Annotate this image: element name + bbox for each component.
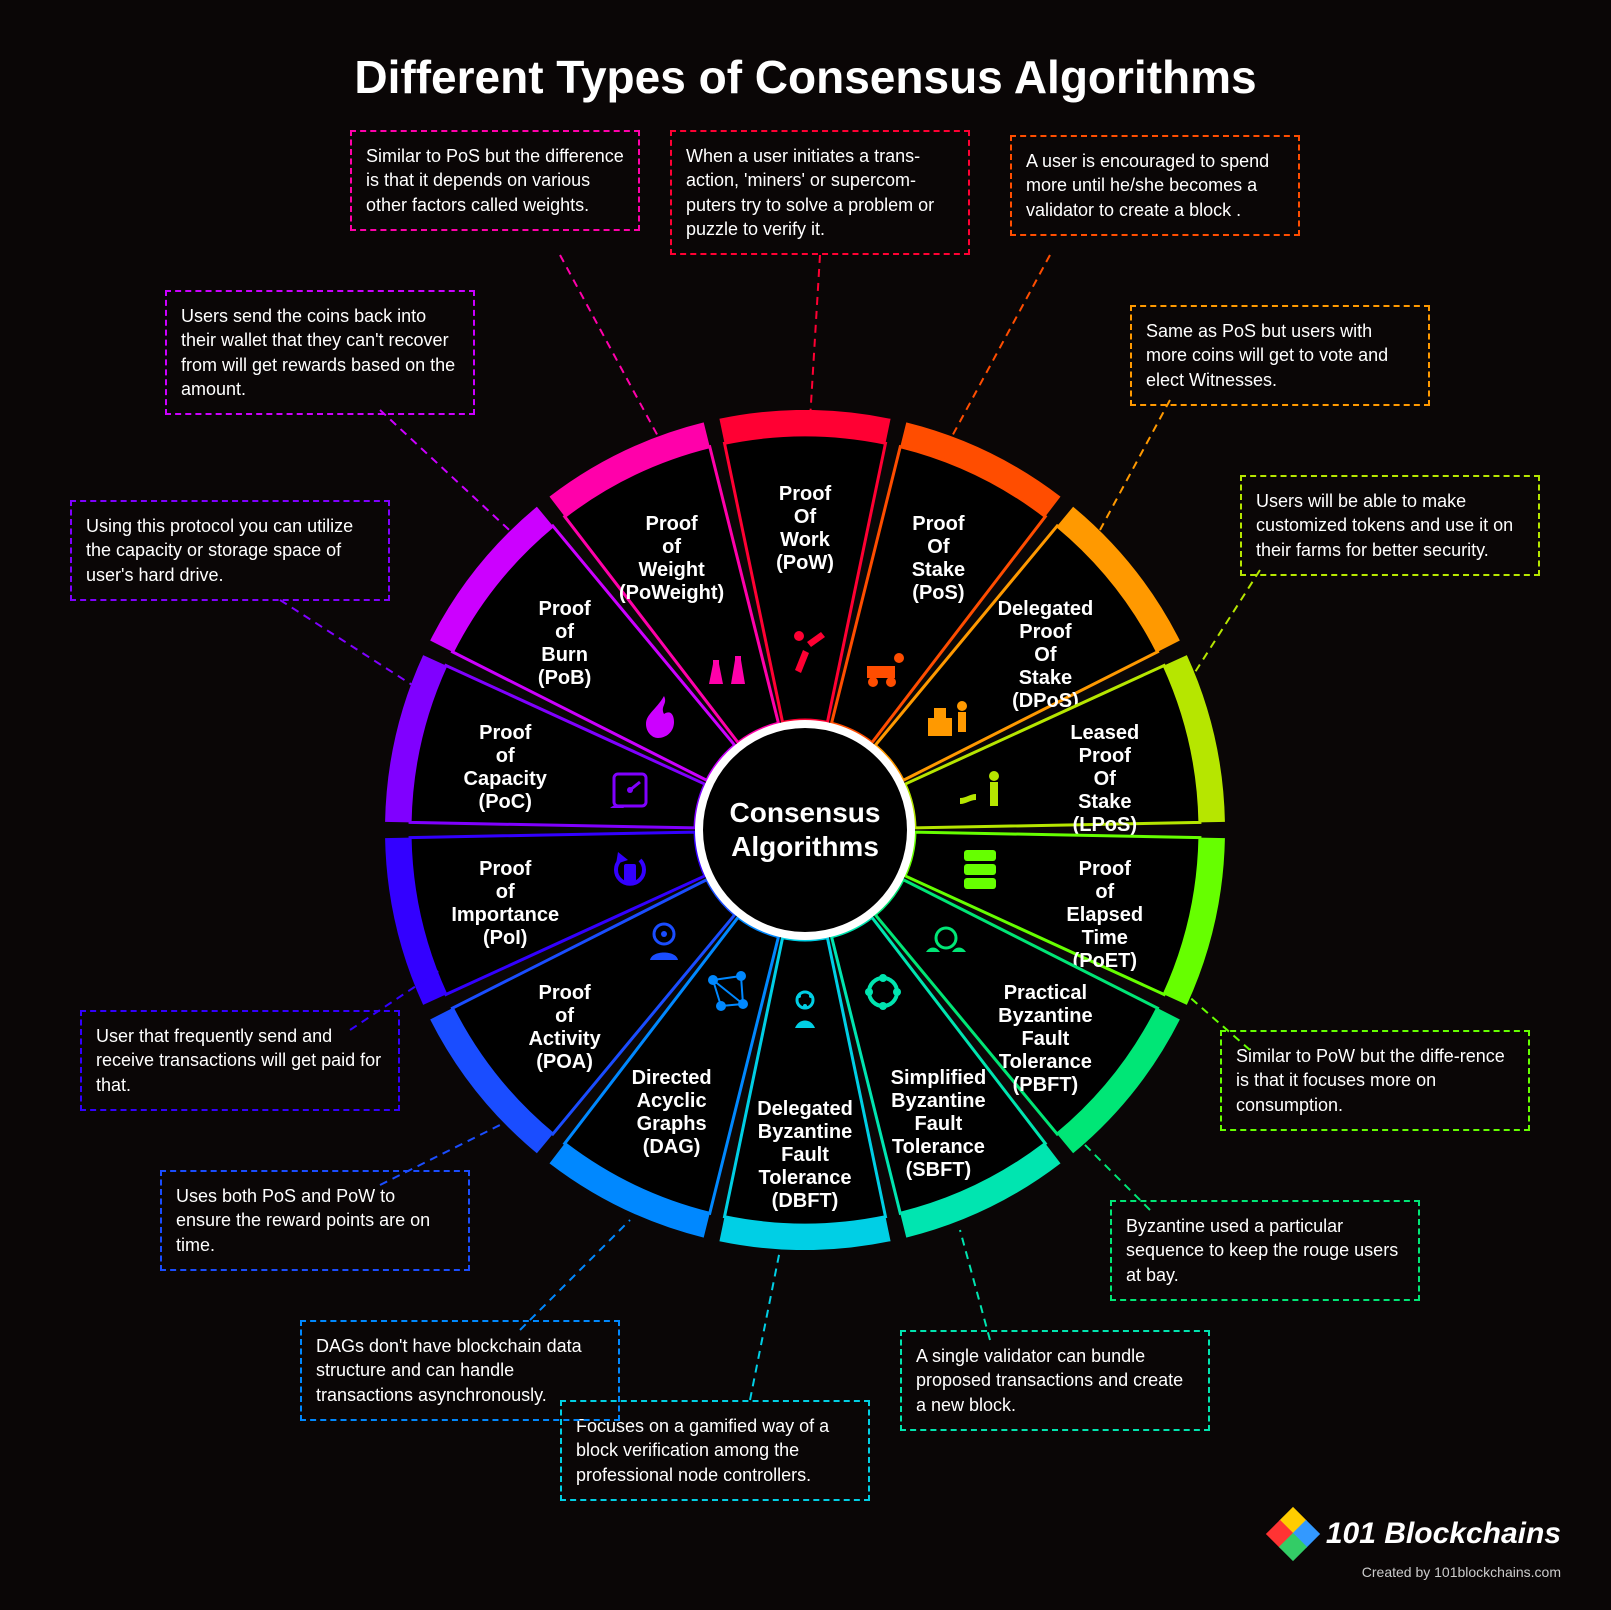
leader-poi (346, 966, 444, 1034)
callout-dpos: Same as PoS but users with more coins wi… (1130, 305, 1430, 406)
leader-dpos (1096, 396, 1174, 534)
leader-pob (376, 406, 524, 544)
leader-dag (516, 1216, 634, 1334)
leader-pow (806, 251, 824, 424)
callout-pob: Users send the coins back into their wal… (165, 290, 475, 415)
leader-poc (276, 596, 424, 694)
leader-sbft (956, 1226, 994, 1344)
footer: 101 Blockchains Created by 101blockchain… (1270, 1511, 1561, 1580)
leader-dbft (746, 1246, 784, 1404)
center-label: Consensus Algorithms (695, 720, 915, 940)
callout-poc: Using this protocol you can utilize the … (70, 500, 390, 601)
footer-cubes-icon (1270, 1511, 1316, 1557)
callout-powt: Similar to PoS but the difference is tha… (350, 130, 640, 231)
callout-poet: Similar to PoW but the diffe-rence is th… (1220, 1030, 1530, 1131)
page-title: Different Types of Consensus Algorithms (0, 50, 1611, 104)
callout-dag: DAGs don't have blockchain data structur… (300, 1320, 620, 1421)
leader-lpos (1186, 566, 1264, 684)
leader-poet (1166, 976, 1254, 1054)
leader-powt (556, 251, 664, 444)
callout-pbft: Byzantine used a particular sequence to … (1110, 1200, 1420, 1301)
leader-pbft (1076, 1136, 1154, 1214)
footer-brand: 101 Blockchains (1326, 1517, 1561, 1551)
callout-sbft: A single validator can bundle proposed t… (900, 1330, 1210, 1431)
leader-pos (946, 251, 1054, 444)
footer-byline: Created by 101blockchains.com (1270, 1564, 1561, 1580)
leader-poa (376, 1116, 514, 1189)
callout-pow: When a user initiates a trans-action, 'm… (670, 130, 970, 255)
callout-pos: A user is encouraged to spend more until… (1010, 135, 1300, 236)
callout-lpos: Users will be able to make customized to… (1240, 475, 1540, 576)
